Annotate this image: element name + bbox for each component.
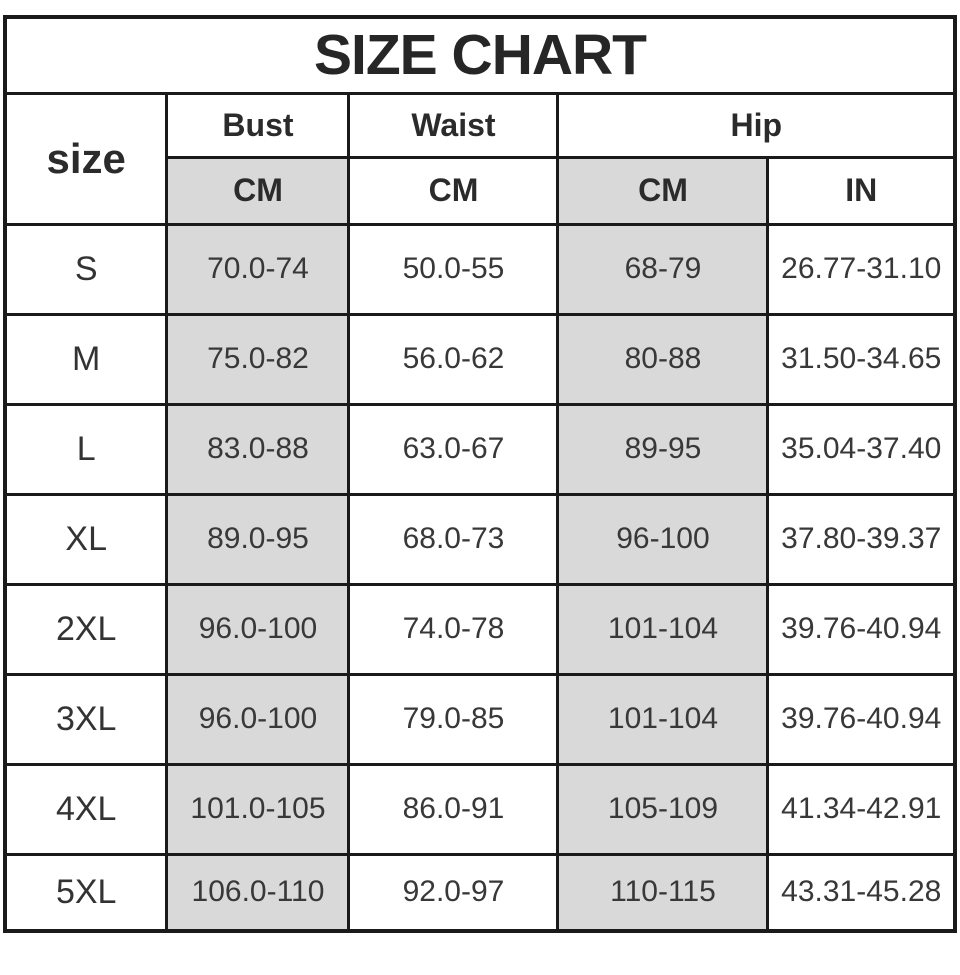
size-row-4xl: 4XL 101.0-105 86.0-91 105-109 41.34-42.9… bbox=[3, 762, 957, 856]
unit-header-waist-cm: CM bbox=[347, 155, 560, 226]
hip-cm-cell: 101-104 bbox=[556, 672, 770, 766]
hip-cm-cell: 101-104 bbox=[556, 582, 770, 676]
bust-cm-cell: 96.0-100 bbox=[165, 672, 351, 766]
size-label-cell: M bbox=[3, 312, 169, 406]
hip-in-cell: 35.04-37.40 bbox=[766, 402, 957, 496]
size-row-3xl: 3XL 96.0-100 79.0-85 101-104 39.76-40.94 bbox=[3, 672, 957, 766]
unit-header-hip-in: IN bbox=[766, 155, 957, 226]
bust-cm-cell: 96.0-100 bbox=[165, 582, 351, 676]
hip-in-cell: 26.77-31.10 bbox=[766, 222, 957, 316]
hip-in-cell: 39.76-40.94 bbox=[766, 582, 957, 676]
title-row: SIZE CHART bbox=[3, 15, 957, 95]
size-row-xl: XL 89.0-95 68.0-73 96-100 37.80-39.37 bbox=[3, 492, 957, 586]
size-label-cell: 4XL bbox=[3, 762, 169, 856]
hip-cm-cell: 89-95 bbox=[556, 402, 770, 496]
waist-cm-cell: 68.0-73 bbox=[347, 492, 560, 586]
waist-cm-cell: 50.0-55 bbox=[347, 222, 560, 316]
bust-cm-cell: 83.0-88 bbox=[165, 402, 351, 496]
hip-cm-cell: 96-100 bbox=[556, 492, 770, 586]
size-row-l: L 83.0-88 63.0-67 89-95 35.04-37.40 bbox=[3, 402, 957, 496]
waist-cm-cell: 92.0-97 bbox=[347, 852, 560, 933]
col-header-bust: Bust bbox=[165, 91, 351, 159]
column-group-header-row: size Bust Waist Hip bbox=[3, 91, 957, 226]
bust-cm-cell: 75.0-82 bbox=[165, 312, 351, 406]
waist-cm-cell: 79.0-85 bbox=[347, 672, 560, 766]
waist-cm-cell: 86.0-91 bbox=[347, 762, 560, 856]
size-row-5xl: 5XL 106.0-110 92.0-97 110-115 43.31-45.2… bbox=[3, 852, 957, 933]
hip-in-cell: 37.80-39.37 bbox=[766, 492, 957, 586]
size-chart-table: SIZE CHART size Bust Waist Hip CM CM CM … bbox=[2, 15, 958, 933]
size-label-cell: L bbox=[3, 402, 169, 496]
col-header-waist: Waist bbox=[347, 91, 560, 159]
waist-cm-cell: 56.0-62 bbox=[347, 312, 560, 406]
size-label-cell: S bbox=[3, 222, 169, 316]
hip-in-cell: 41.34-42.91 bbox=[766, 762, 957, 856]
size-row-2xl: 2XL 96.0-100 74.0-78 101-104 39.76-40.94 bbox=[3, 582, 957, 676]
size-row-s: S 70.0-74 50.0-55 68-79 26.77-31.10 bbox=[3, 222, 957, 316]
hip-in-cell: 31.50-34.65 bbox=[766, 312, 957, 406]
bust-cm-cell: 70.0-74 bbox=[165, 222, 351, 316]
size-label-cell: 2XL bbox=[3, 582, 169, 676]
hip-cm-cell: 110-115 bbox=[556, 852, 770, 933]
unit-header-bust-cm: CM bbox=[165, 155, 351, 226]
hip-cm-cell: 80-88 bbox=[556, 312, 770, 406]
col-header-hip: Hip bbox=[556, 91, 957, 159]
waist-cm-cell: 74.0-78 bbox=[347, 582, 560, 676]
hip-in-cell: 43.31-45.28 bbox=[766, 852, 957, 933]
bust-cm-cell: 101.0-105 bbox=[165, 762, 351, 856]
chart-title: SIZE CHART bbox=[3, 15, 957, 95]
bust-cm-cell: 89.0-95 bbox=[165, 492, 351, 586]
unit-header-row: CM CM CM IN bbox=[5, 155, 957, 226]
unit-header-hip-cm: CM bbox=[556, 155, 770, 226]
bust-cm-cell: 106.0-110 bbox=[165, 852, 351, 933]
hip-in-cell: 39.76-40.94 bbox=[766, 672, 957, 766]
size-row-m: M 75.0-82 56.0-62 80-88 31.50-34.65 bbox=[3, 312, 957, 406]
size-column-header: size bbox=[3, 91, 169, 226]
size-label-cell: 5XL bbox=[3, 852, 169, 933]
hip-cm-cell: 105-109 bbox=[556, 762, 770, 856]
waist-cm-cell: 63.0-67 bbox=[347, 402, 560, 496]
size-label-cell: XL bbox=[3, 492, 169, 586]
size-label-cell: 3XL bbox=[3, 672, 169, 766]
hip-cm-cell: 68-79 bbox=[556, 222, 770, 316]
